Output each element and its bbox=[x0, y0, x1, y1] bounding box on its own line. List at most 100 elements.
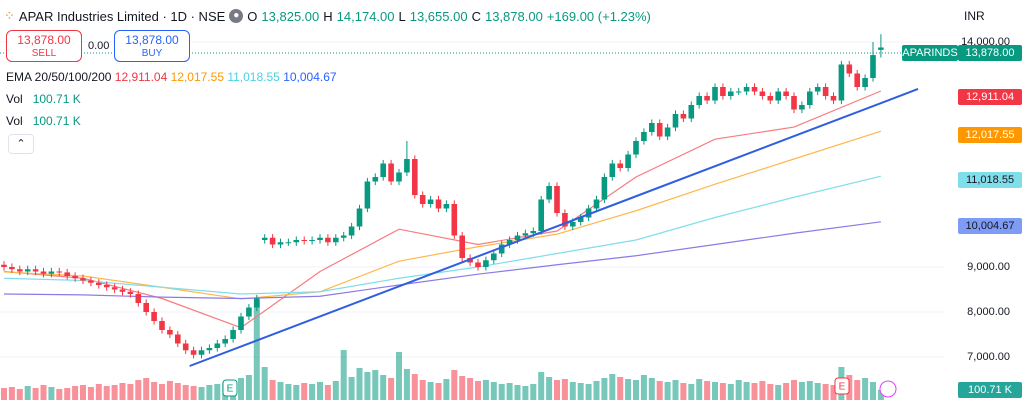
candle-body bbox=[807, 91, 813, 105]
volume-bar bbox=[877, 389, 884, 400]
h-value: 14,174.00 bbox=[336, 8, 395, 24]
candle-body bbox=[372, 177, 379, 182]
volume-bar bbox=[806, 381, 813, 400]
candle-body bbox=[396, 172, 402, 182]
vol-value: 100.71 K bbox=[32, 92, 81, 106]
volume-bar bbox=[1, 388, 7, 400]
volume-bar bbox=[514, 385, 521, 400]
volume-bar bbox=[80, 385, 86, 400]
volume-bar bbox=[775, 385, 782, 400]
candle-body bbox=[159, 321, 165, 330]
volume-bar bbox=[696, 379, 703, 400]
candle-body bbox=[80, 278, 86, 281]
candle-body bbox=[246, 307, 252, 317]
ema20-badge: 12,911.04 bbox=[958, 89, 1022, 105]
candle-body bbox=[451, 204, 458, 236]
candle-body bbox=[506, 240, 513, 245]
ema-line bbox=[3, 130, 882, 300]
volume-bar bbox=[601, 378, 608, 400]
candle-body bbox=[814, 87, 821, 92]
candle-body bbox=[672, 114, 679, 128]
candle-body bbox=[222, 339, 228, 344]
candle-body bbox=[775, 91, 781, 101]
y-tick-label: 8,000.00 bbox=[967, 306, 1010, 318]
volume-bar bbox=[261, 367, 268, 400]
volume-bar bbox=[356, 368, 363, 400]
volume-bar bbox=[798, 382, 805, 400]
candle-body bbox=[135, 294, 142, 303]
candle-body bbox=[277, 242, 284, 245]
candle-body bbox=[419, 195, 426, 204]
ema50-value: 12,017.55 bbox=[170, 70, 224, 84]
candle-body bbox=[609, 163, 616, 177]
volume-bar bbox=[64, 388, 71, 400]
buy-price: 13,878.00 bbox=[125, 33, 179, 47]
title: APAR Industries Limited · 1D · NSE bbox=[18, 8, 226, 24]
volume-bar bbox=[727, 384, 734, 400]
candle-body bbox=[838, 64, 845, 101]
volume-bar bbox=[498, 384, 505, 400]
eye-icon[interactable]: ● bbox=[229, 9, 244, 23]
volume-bar bbox=[443, 379, 450, 400]
volume-bar bbox=[672, 380, 679, 400]
sell-button[interactable]: 13,878.00 SELL bbox=[6, 30, 82, 62]
volume-bar bbox=[522, 386, 529, 400]
candle-body bbox=[862, 78, 868, 87]
candle-body bbox=[17, 269, 23, 272]
volume-bar bbox=[561, 379, 568, 400]
buy-button[interactable]: 13,878.00 BUY bbox=[114, 30, 190, 62]
symbol-badge: APARINDS bbox=[902, 45, 958, 61]
volume-bar bbox=[569, 382, 576, 400]
sell-price: 13,878.00 bbox=[17, 33, 71, 47]
candle-body bbox=[688, 105, 695, 119]
ema100-value: 11,018.55 bbox=[227, 70, 280, 84]
volume-bar bbox=[135, 380, 142, 400]
candle-body bbox=[491, 253, 497, 261]
l-value: 13,655.00 bbox=[409, 8, 468, 24]
l-label: L bbox=[398, 8, 406, 24]
volume-bar bbox=[870, 382, 876, 400]
volume-bar bbox=[617, 377, 624, 400]
volume-bar bbox=[324, 385, 331, 400]
volume-bar bbox=[309, 384, 316, 400]
candle-body bbox=[870, 55, 876, 78]
candle-body bbox=[475, 262, 481, 267]
candle-body bbox=[24, 269, 31, 272]
currency[interactable]: INR bbox=[964, 9, 985, 23]
volume-bar bbox=[8, 387, 15, 400]
h-label: H bbox=[323, 8, 333, 24]
volume-bar bbox=[151, 382, 158, 400]
volume-bar bbox=[190, 386, 197, 400]
volume-bar bbox=[24, 386, 31, 400]
volume-bar bbox=[40, 385, 47, 400]
candle-body bbox=[175, 334, 181, 344]
candle-body bbox=[96, 282, 102, 285]
candle-body bbox=[743, 87, 750, 92]
volume-bar bbox=[332, 381, 339, 400]
volume-bar bbox=[166, 381, 173, 400]
volume-bar bbox=[206, 385, 213, 400]
sell-label: SELL bbox=[31, 48, 57, 59]
volume-bar bbox=[656, 381, 663, 400]
volume-bar bbox=[648, 378, 655, 400]
collapse-button[interactable]: ⌃ bbox=[8, 134, 34, 154]
volume-bar bbox=[854, 380, 861, 400]
volume-bar bbox=[159, 384, 165, 400]
flash-icon bbox=[879, 380, 897, 398]
volume-bar bbox=[182, 385, 189, 400]
c-value: 13,878.00 bbox=[484, 8, 543, 24]
candle-body bbox=[198, 350, 205, 355]
volume-bar bbox=[862, 378, 869, 400]
volume-bar bbox=[301, 383, 308, 400]
candle-body bbox=[712, 87, 718, 101]
ema50-badge: 12,017.55 bbox=[958, 127, 1022, 143]
vol-legend: Vol 100.71 K bbox=[6, 114, 81, 128]
volume-bar bbox=[396, 352, 402, 400]
candle-body bbox=[720, 87, 726, 96]
o-label: O bbox=[247, 8, 258, 24]
candle-body bbox=[649, 123, 655, 132]
ema200-value: 10,004.67 bbox=[283, 70, 337, 84]
volume-layer bbox=[1, 300, 884, 400]
volume-bar bbox=[72, 386, 79, 400]
candle-body bbox=[1, 264, 7, 267]
